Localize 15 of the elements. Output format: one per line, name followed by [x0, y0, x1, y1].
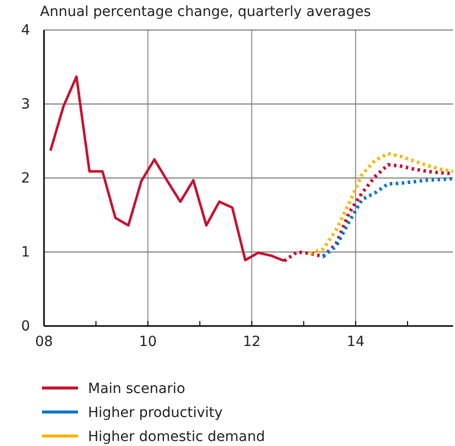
chart-subtitle: Annual percentage change, quarterly averages: [40, 4, 371, 20]
y-tick-label: 1: [21, 244, 30, 260]
y-tick-label: 3: [21, 96, 30, 112]
x-tick-label: 10: [138, 334, 157, 350]
x-tick-label: 12: [242, 334, 261, 350]
x-tick-label: 14: [346, 334, 365, 350]
y-tick-label: 0: [21, 318, 30, 334]
line-series: [308, 152, 455, 256]
line-series: [321, 176, 455, 258]
y-tick-label: 2: [21, 170, 30, 186]
y-tick-label: 4: [21, 22, 30, 38]
legend-label: Higher domestic demand: [88, 429, 265, 445]
legend-label: Main scenario: [88, 381, 186, 397]
x-tick-label: 08: [35, 334, 53, 350]
legend-label: Higher productivity: [88, 405, 223, 421]
